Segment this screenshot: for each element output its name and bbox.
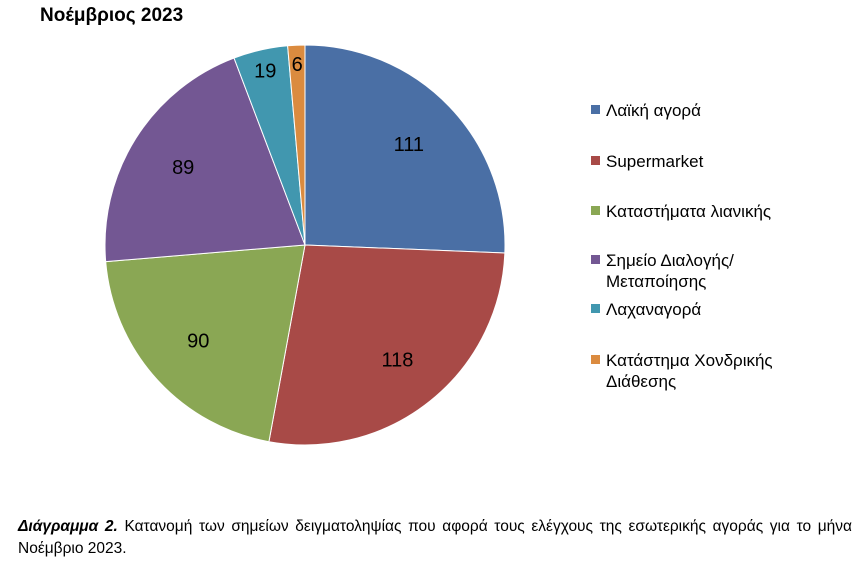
slice-value-label: 90 — [187, 331, 209, 353]
pie-slice — [105, 244, 306, 443]
chart-title: Νοέμβριος 2023 — [40, 5, 184, 26]
slice-value-label: 6 — [292, 54, 303, 76]
figure-caption: Διάγραμμα 2. Κατανομή των σημείων δειγμα… — [18, 516, 852, 560]
pie-chart: 111 118 90 89 19 6 — [104, 44, 506, 446]
legend-item: Καταστήματα λιανικής — [589, 201, 849, 222]
legend-label: Λαϊκή αγορά — [606, 101, 701, 120]
legend-label: Κατάστημα Χονδρικής Διάθεσης — [606, 351, 773, 391]
legend-item: Λαϊκή αγορά — [589, 100, 849, 121]
slice-value-label: 111 — [394, 134, 424, 156]
slice-value-label: 19 — [254, 61, 276, 83]
slice-value-label: 118 — [382, 350, 414, 372]
legend-item: Λαχαναγορά — [589, 299, 849, 320]
legend-label: Καταστήματα λιανικής — [606, 202, 772, 221]
legend-swatch — [591, 206, 600, 215]
legend-label: Λαχαναγορά — [606, 300, 702, 319]
legend-item: Σημείο Διαλογής/Μεταποίησης — [589, 250, 804, 292]
slice-value-label: 89 — [172, 157, 194, 179]
legend-item: Supermarket — [589, 151, 849, 172]
pie-slice — [304, 44, 506, 254]
pie-slice — [287, 44, 306, 246]
legend-item: Κατάστημα Χονδρικής Διάθεσης — [589, 350, 804, 392]
legend-swatch — [591, 355, 600, 364]
caption-text: Κατανομή των σημείων δειγματοληψίας που … — [18, 518, 852, 557]
legend-swatch — [591, 156, 600, 165]
legend-swatch — [591, 304, 600, 313]
pie-slice — [268, 244, 506, 446]
legend-label: Σημείο Διαλογής/Μεταποίησης — [606, 251, 734, 291]
legend-label: Supermarket — [606, 152, 704, 171]
legend-swatch — [591, 255, 600, 264]
caption-prefix: Διάγραμμα 2. — [18, 518, 118, 535]
legend-swatch — [591, 105, 600, 114]
pie-slice — [104, 57, 306, 263]
